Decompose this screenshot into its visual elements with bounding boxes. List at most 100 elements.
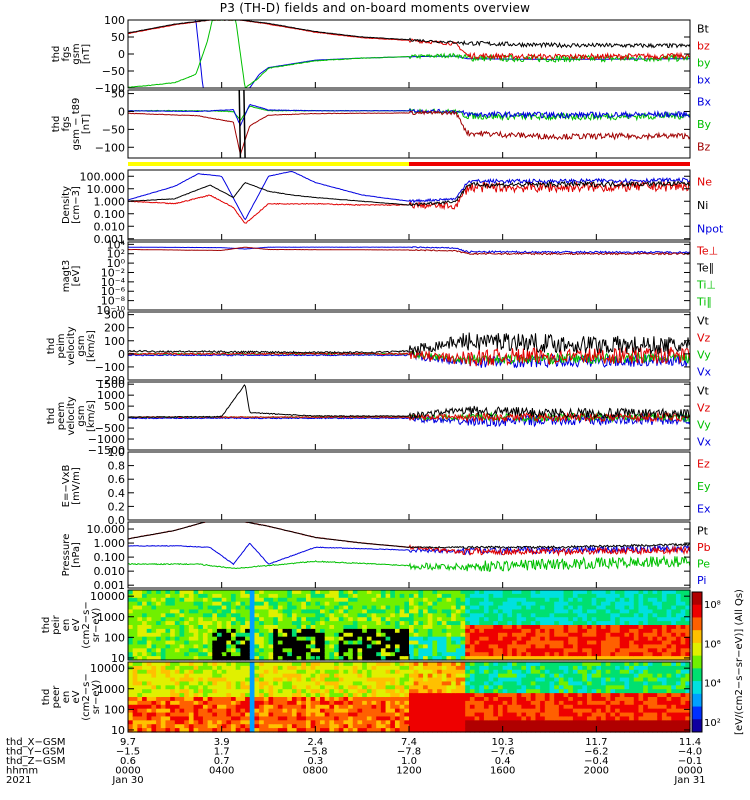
spectrogram-cell	[348, 597, 354, 603]
spectrogram-cell	[394, 665, 401, 671]
y-tick-label: 1.000	[94, 537, 126, 550]
spectrogram-cell	[362, 716, 368, 721]
spectrogram-cell	[142, 693, 148, 698]
spectrogram-cell	[652, 689, 658, 694]
spectrogram-cell	[572, 673, 579, 679]
spectrogram-cell	[160, 662, 167, 667]
spectrogram-cell	[170, 652, 176, 657]
spectrogram-cell	[221, 613, 227, 618]
spectrogram-cell	[146, 728, 153, 733]
spectrogram-cell	[418, 700, 424, 706]
spectrogram-cell	[493, 648, 499, 653]
spectrogram-cell	[610, 613, 616, 618]
spectrogram-cell	[390, 677, 396, 683]
spectrogram-cell	[497, 648, 504, 653]
spectrogram-cell	[451, 700, 457, 706]
spectrogram-cell	[540, 677, 546, 683]
spectrogram-cell	[675, 656, 682, 661]
spectrogram-cell	[254, 605, 260, 611]
spectrogram-cell	[554, 605, 560, 611]
spectrogram-cell	[160, 704, 167, 710]
spectrogram-cell	[193, 716, 199, 721]
spectrogram-cell	[418, 720, 424, 725]
spectrogram-cell	[493, 704, 499, 710]
spectrogram-cell	[535, 597, 541, 603]
spectrogram-cell	[675, 632, 682, 638]
spectrogram-cell	[418, 621, 424, 626]
spectrogram-cell	[245, 605, 251, 611]
spectrogram-cell	[404, 689, 410, 694]
spectrogram-cell	[423, 652, 429, 657]
spectrogram-cell	[488, 640, 494, 646]
spectrogram-cell	[273, 662, 279, 667]
spectrogram-cell	[460, 644, 466, 649]
spectrogram-cell	[249, 662, 256, 667]
spectrogram-cell	[624, 708, 630, 714]
legend-entry: Ne	[697, 176, 712, 189]
y-tick-label: −1000	[88, 433, 125, 446]
spectrogram-cell	[320, 708, 326, 714]
spectrogram-cell	[193, 708, 199, 714]
spectrogram-cell	[413, 681, 419, 686]
spectrogram-cell	[526, 652, 532, 657]
spectrogram-cell	[221, 632, 227, 638]
spectrogram-cell	[376, 656, 382, 661]
spectrogram-cell	[254, 613, 260, 618]
spectrogram-cell	[563, 720, 569, 725]
spectrogram-cell	[544, 712, 551, 718]
spectrogram-cell	[394, 708, 401, 714]
spectrogram-cell	[329, 673, 335, 679]
spectrogram-cell	[675, 669, 682, 675]
spectrogram-cell	[647, 724, 654, 729]
spectrogram-cell	[493, 656, 499, 661]
spectrogram-cell	[596, 613, 602, 618]
spectrogram-cell	[160, 689, 167, 694]
spectrogram-cell	[249, 609, 256, 614]
spectrogram-cell	[142, 712, 148, 718]
spectrogram-cell	[277, 708, 284, 714]
spectrogram-cell	[554, 636, 560, 642]
spectrogram-cell	[366, 617, 373, 622]
spectrogram-cell	[554, 597, 560, 603]
spectrogram-cell	[259, 716, 265, 721]
spectrogram-cell	[582, 662, 588, 667]
spectrogram-cell	[301, 697, 307, 702]
spectrogram-cell	[385, 689, 391, 694]
spectrogram-cell	[615, 700, 621, 706]
spectrogram-cell	[601, 628, 607, 634]
spectrogram-cell	[465, 681, 471, 686]
spectrogram-cell	[146, 681, 153, 686]
spectrogram-cell	[652, 652, 658, 657]
spectrogram-cell	[226, 724, 232, 729]
spectrogram-cell	[465, 597, 471, 603]
spectrogram-cell	[624, 636, 630, 642]
spectrogram-cell	[577, 652, 583, 657]
spectrogram-cell	[413, 662, 419, 667]
spectrogram-cell	[479, 593, 485, 599]
spectrogram-cell	[652, 644, 658, 649]
spectrogram-cell	[469, 601, 476, 607]
spectrogram-cell	[320, 689, 326, 694]
spectrogram-cell	[151, 636, 157, 642]
spectrogram-cell	[572, 644, 579, 649]
spectrogram-cell	[605, 597, 611, 603]
spectrogram-cell	[334, 665, 340, 671]
spectrogram-cell	[601, 625, 607, 630]
spectrogram-cell	[362, 605, 368, 611]
spectrogram-cell	[596, 712, 602, 718]
spectrogram-cell	[427, 621, 434, 626]
spectrogram-cell	[380, 697, 387, 702]
spectrogram-cell	[301, 652, 307, 657]
spectrogram-cell	[390, 609, 396, 614]
spectrogram-cell	[329, 632, 335, 638]
spectrogram-cell	[146, 689, 153, 694]
spectrogram-cell	[385, 704, 391, 710]
spectrogram-cell	[502, 644, 508, 649]
spectrogram-cell	[259, 700, 265, 706]
spectrogram-cell	[540, 665, 546, 671]
spectrogram-cell	[254, 708, 260, 714]
spectrogram-cell	[469, 652, 476, 657]
spectrogram-cell	[371, 673, 377, 679]
spectrogram-cell	[301, 662, 307, 667]
spectrogram-cell	[212, 644, 218, 649]
